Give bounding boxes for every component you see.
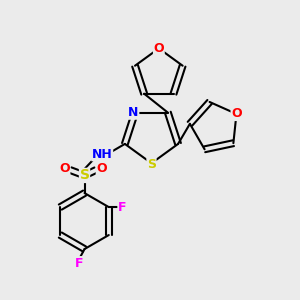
Text: NH: NH [92, 148, 112, 161]
Text: S: S [80, 168, 89, 182]
Text: S: S [147, 158, 156, 171]
Text: F: F [118, 201, 127, 214]
Text: O: O [96, 162, 107, 175]
Text: O: O [154, 42, 164, 55]
Text: O: O [231, 107, 242, 120]
Text: F: F [74, 257, 83, 270]
Text: N: N [128, 106, 139, 119]
Text: O: O [59, 162, 70, 175]
